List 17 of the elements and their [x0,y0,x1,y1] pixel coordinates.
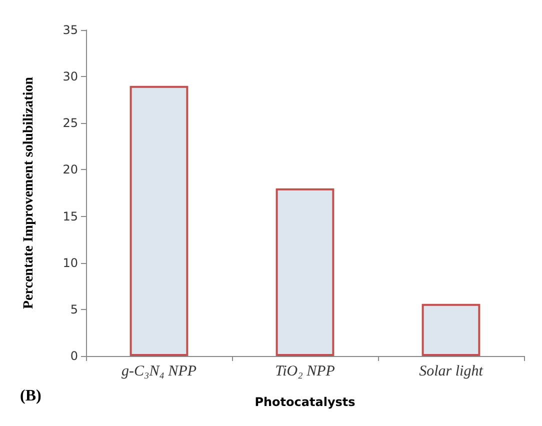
x-tick-label: g-C₃N₄ NPP [121,364,197,380]
y-tick-label: 5 [70,302,78,316]
bar [422,304,480,356]
y-axis-title: Percentate Improvement solubilization [22,76,36,310]
x-tick-label: TiO₂ NPP [275,364,335,380]
y-tick-label: 25 [62,116,78,130]
y-tick-label: 10 [62,256,78,270]
y-tick-label: 35 [62,23,78,37]
x-axis-title: Photocatalysts [254,395,356,409]
bar [276,188,334,356]
y-tick-label: 20 [62,162,78,177]
text: (B) [20,388,42,404]
bar [130,86,188,356]
x-tick-label: Solar light [419,364,484,380]
y-tick-label: 30 [62,70,78,84]
y-tick-label: 15 [62,209,78,224]
y-tick-label: 0 [70,349,78,363]
